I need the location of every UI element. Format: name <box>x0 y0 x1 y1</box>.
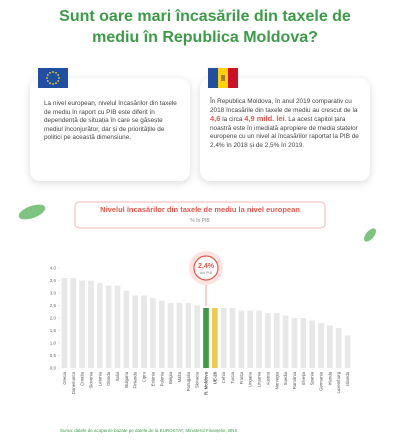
bar <box>150 298 156 368</box>
bar <box>327 325 333 368</box>
x-tick-label: Cipru <box>142 371 147 382</box>
x-tick-label: Franța <box>239 371 244 384</box>
chart-title: Nivelul încasărilor din taxele de mediu … <box>100 205 300 214</box>
x-tick-label: R. Moldova <box>204 371 209 395</box>
source: Sursa: datele de acoperire bazate pe dat… <box>60 428 237 433</box>
x-tick-label: Olanda <box>106 371 111 385</box>
x-tick-label: Croatia <box>80 371 85 385</box>
y-tick-label: 0,0 <box>50 366 57 371</box>
y-tick-label: 4,0 <box>50 266 57 271</box>
chart-title-box <box>74 201 326 229</box>
bar <box>88 280 94 368</box>
bar <box>220 308 227 368</box>
x-tick-label: Portugalia <box>186 371 191 391</box>
leaf <box>364 228 376 242</box>
x-tick-label: Bulgaria <box>124 371 129 387</box>
x-tick-label: Italia <box>115 371 120 381</box>
y-tick-label: 0,5 <box>50 353 57 358</box>
text: la circa <box>220 116 245 124</box>
text: În Republica Moldova, în anul 2019 compa… <box>210 98 358 114</box>
y-tick-label: 2,0 <box>50 316 57 321</box>
bar <box>114 285 121 368</box>
x-tick-label: Finlanda <box>133 371 138 388</box>
x-tick-label: Slovenia <box>88 371 93 388</box>
bar <box>79 280 85 368</box>
bar <box>96 283 103 368</box>
chart: Nivelul încasărilor din taxele de mediu … <box>18 201 376 433</box>
x-tick-label: Grecia <box>62 371 67 384</box>
x-tick-label: Germania <box>319 371 324 390</box>
x-tick-label: Elveția <box>301 371 306 385</box>
bar <box>335 328 342 368</box>
bar <box>194 305 200 368</box>
bar <box>132 295 139 368</box>
bar <box>61 278 68 368</box>
x-tick-label: Belgia <box>168 371 173 384</box>
x-tick-label: Luxemburg <box>336 371 341 393</box>
highlight: 4,9 mild. lei <box>244 114 285 124</box>
eu-flag <box>38 68 68 88</box>
y-tick-label: 3,5 <box>50 278 57 283</box>
callout-text: 2,4% <box>198 263 215 270</box>
bar <box>309 320 316 368</box>
text: . La acest capitol țara noastră este în … <box>210 116 359 149</box>
x-tick-label: Lituania <box>257 371 262 387</box>
x-tick-label: Slovacia <box>195 371 200 388</box>
bar <box>185 303 192 368</box>
bar <box>167 303 174 368</box>
bar <box>123 290 130 368</box>
x-tick-label: Polonia <box>159 371 164 386</box>
y-tick-label: 3,0 <box>50 291 57 296</box>
bar <box>273 313 280 368</box>
card-text: La nivel european, nivelul încasărilor d… <box>44 100 177 142</box>
card: În Republica Moldova, în anul 2019 compa… <box>200 78 370 181</box>
card: La nivel european, nivelul încasărilor d… <box>30 78 190 181</box>
bar <box>105 285 112 368</box>
y-tick-label: 1,5 <box>50 328 57 333</box>
bar <box>318 323 324 368</box>
bar <box>212 308 218 368</box>
card-text: În Republica Moldova, în anul 2019 compa… <box>210 98 362 151</box>
x-tick-label: Spania <box>310 371 315 385</box>
x-tick-label: Turcia <box>230 371 235 383</box>
x-tick-label: Austria <box>265 371 270 385</box>
leaf <box>18 204 46 220</box>
callout <box>193 255 219 281</box>
bar <box>238 310 245 368</box>
x-tick-label: Ungaria <box>248 371 253 387</box>
callout-subtext: din PIB <box>200 271 213 275</box>
bar <box>256 310 262 368</box>
x-tick-label: România <box>292 371 297 389</box>
bar <box>344 335 351 368</box>
bar <box>158 300 165 368</box>
x-tick-label: Danemarca <box>71 371 76 394</box>
x-tick-label: UE-28 <box>212 371 217 384</box>
bar <box>247 310 254 368</box>
bar <box>229 308 236 368</box>
x-tick-label: Cehia <box>221 371 226 383</box>
bar <box>141 295 147 368</box>
x-tick-label: Suedia <box>283 371 288 385</box>
x-tick-label: Islanda <box>345 371 350 385</box>
bar <box>300 318 307 368</box>
bar <box>291 318 298 368</box>
y-tick-label: 2,5 <box>50 303 57 308</box>
bar <box>176 303 183 368</box>
y-tick-label: 1,0 <box>50 341 57 346</box>
bar <box>282 315 289 368</box>
md-flag <box>208 68 238 88</box>
x-tick-label: Irlanda <box>327 371 332 385</box>
x-tick-label: Letonia <box>97 371 102 386</box>
bar <box>70 278 77 368</box>
x-tick-label: Malta <box>177 371 182 382</box>
x-tick-label: Estonia <box>150 371 155 386</box>
chart-subtitle: % în PIB <box>190 218 210 224</box>
page-title: Sunt oare mari încasările din taxele de … <box>59 8 351 46</box>
x-tick-label: Norvegia <box>274 371 279 389</box>
bar <box>265 313 271 368</box>
highlight: 4,6 <box>210 114 221 124</box>
bar <box>203 308 209 368</box>
